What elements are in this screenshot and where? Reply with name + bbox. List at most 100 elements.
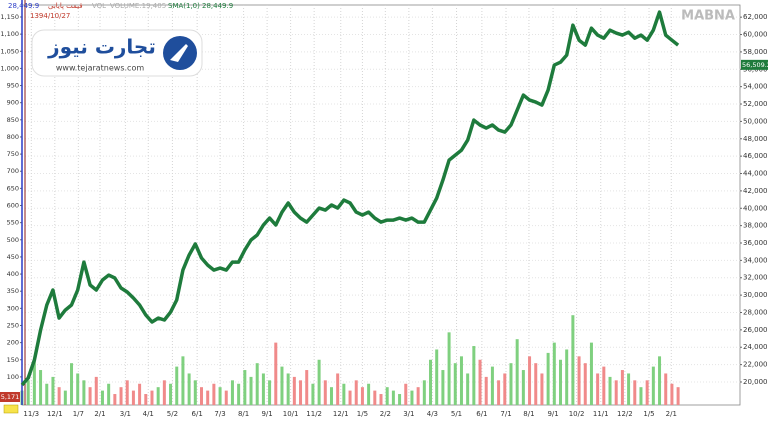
volume-bar <box>429 359 433 405</box>
volume-bar <box>577 356 581 405</box>
y2-tick-label: 250 <box>7 321 19 329</box>
y2-tick-label: 800 <box>7 133 19 141</box>
volume-bar <box>490 366 494 405</box>
volume-bar <box>670 383 674 405</box>
y-tick-label: 26,000 <box>743 326 768 334</box>
volume-bar <box>614 380 618 405</box>
y2-tick-label: 600 <box>7 202 19 210</box>
volume-bar <box>639 387 643 405</box>
y2-tick-label: 450 <box>7 253 19 261</box>
y2-tick-label: 1,000 <box>0 64 19 72</box>
volume-bar <box>627 373 631 405</box>
x-tick-label: 11/3 <box>23 410 39 418</box>
y-tick-label: 38,000 <box>743 222 768 230</box>
volume-bar <box>51 376 55 405</box>
volume-bar <box>342 383 346 405</box>
volume-bar <box>596 373 600 405</box>
volume-bar <box>63 390 67 405</box>
x-tick-label: 9/1 <box>547 410 558 418</box>
corner-badge <box>3 404 19 414</box>
volume-bar <box>410 390 414 405</box>
sma-name: SMA(1,0) <box>168 2 200 10</box>
volume-bar <box>181 356 185 405</box>
vol-name: VOL <box>92 2 106 10</box>
volume-bar <box>206 390 210 405</box>
volume-bar <box>144 394 148 405</box>
volume-bar <box>664 373 668 405</box>
volume-bar <box>119 387 123 405</box>
volume-bar <box>565 349 569 405</box>
x-tick-label: 1/5 <box>357 410 368 418</box>
x-tick-label: 3/1 <box>120 410 131 418</box>
y-tick-label: 44,000 <box>743 170 768 178</box>
volume-bar <box>509 363 513 405</box>
y-tick-label: 62,000 <box>743 13 768 21</box>
volume-bar <box>317 359 321 405</box>
x-tick-label: 2/1 <box>94 410 105 418</box>
volume-bar <box>230 380 234 405</box>
volume-bar <box>360 387 364 405</box>
volume-bar <box>286 373 290 405</box>
volume-bar <box>534 363 538 405</box>
volume-bar <box>125 380 129 405</box>
y2-tick-label: 150 <box>7 356 19 364</box>
y2-tick-label: 1,150 <box>0 13 19 21</box>
volume-bar <box>602 366 606 405</box>
x-tick-label: 1/5 <box>643 410 654 418</box>
y-tick-label: 48,000 <box>743 135 768 143</box>
volume-bar <box>255 363 259 405</box>
volume-bar <box>367 383 371 405</box>
x-tick-label: 12/1 <box>47 410 63 418</box>
volume-bar <box>299 380 303 405</box>
last-value-label: 56,509.2 <box>742 61 768 69</box>
volume-bar <box>645 380 649 405</box>
y2-tick-label: 650 <box>7 184 19 192</box>
logo-url: www.tejaratnews.com <box>56 64 144 73</box>
volume-bar <box>311 383 315 405</box>
x-tick-label: 8/1 <box>523 410 534 418</box>
volume-bar <box>398 394 402 405</box>
volume-bar <box>404 383 408 405</box>
y2-tick-label: 750 <box>7 150 19 158</box>
y-tick-label: 34,000 <box>743 256 768 264</box>
volume-bars <box>20 315 680 405</box>
y-tick-label: 32,000 <box>743 274 768 282</box>
sma-value: 28,449.9 <box>202 2 233 10</box>
volume-bar <box>466 373 470 405</box>
volume-bar <box>336 373 340 405</box>
logo: تجارت نیوز www.tejaratnews.com <box>31 29 203 77</box>
volume-bar <box>503 373 507 405</box>
volume-bar <box>589 342 593 405</box>
logo-title: تجارت نیوز <box>47 35 156 59</box>
volume-bar <box>354 380 358 405</box>
x-tick-label: 7/1 <box>500 410 511 418</box>
volume-bar <box>212 383 216 405</box>
x-tick-label: 6/1 <box>476 410 487 418</box>
volume-marker: 5,171 <box>1 393 20 401</box>
volume-bar <box>175 366 179 405</box>
volume-bar <box>422 380 426 405</box>
volume-bar <box>261 373 265 405</box>
volume-bar <box>478 359 482 405</box>
x-tick-label: 10/2 <box>569 410 585 418</box>
volume-bar <box>608 376 612 405</box>
y2-tick-label: 400 <box>7 270 19 278</box>
volume-bar <box>26 380 30 405</box>
volume-bar <box>385 387 389 405</box>
x-tick-label: 12/2 <box>617 410 633 418</box>
volume-bar <box>187 373 191 405</box>
x-tick-label: 8/1 <box>238 410 249 418</box>
volume-bar <box>416 387 420 405</box>
volume-bar <box>82 380 86 405</box>
volume-bar <box>620 370 624 405</box>
volume-bar <box>131 390 135 405</box>
volume-bar <box>94 376 98 405</box>
x-tick-label: 4/1 <box>143 410 154 418</box>
y2-tick-label: 350 <box>7 287 19 295</box>
y2-tick-label: 900 <box>7 99 19 107</box>
y2-tick-label: 1,100 <box>0 30 19 38</box>
volume-bar <box>39 370 43 405</box>
y-tick-label: 30,000 <box>743 291 768 299</box>
x-tick-label: 10/1 <box>283 410 299 418</box>
